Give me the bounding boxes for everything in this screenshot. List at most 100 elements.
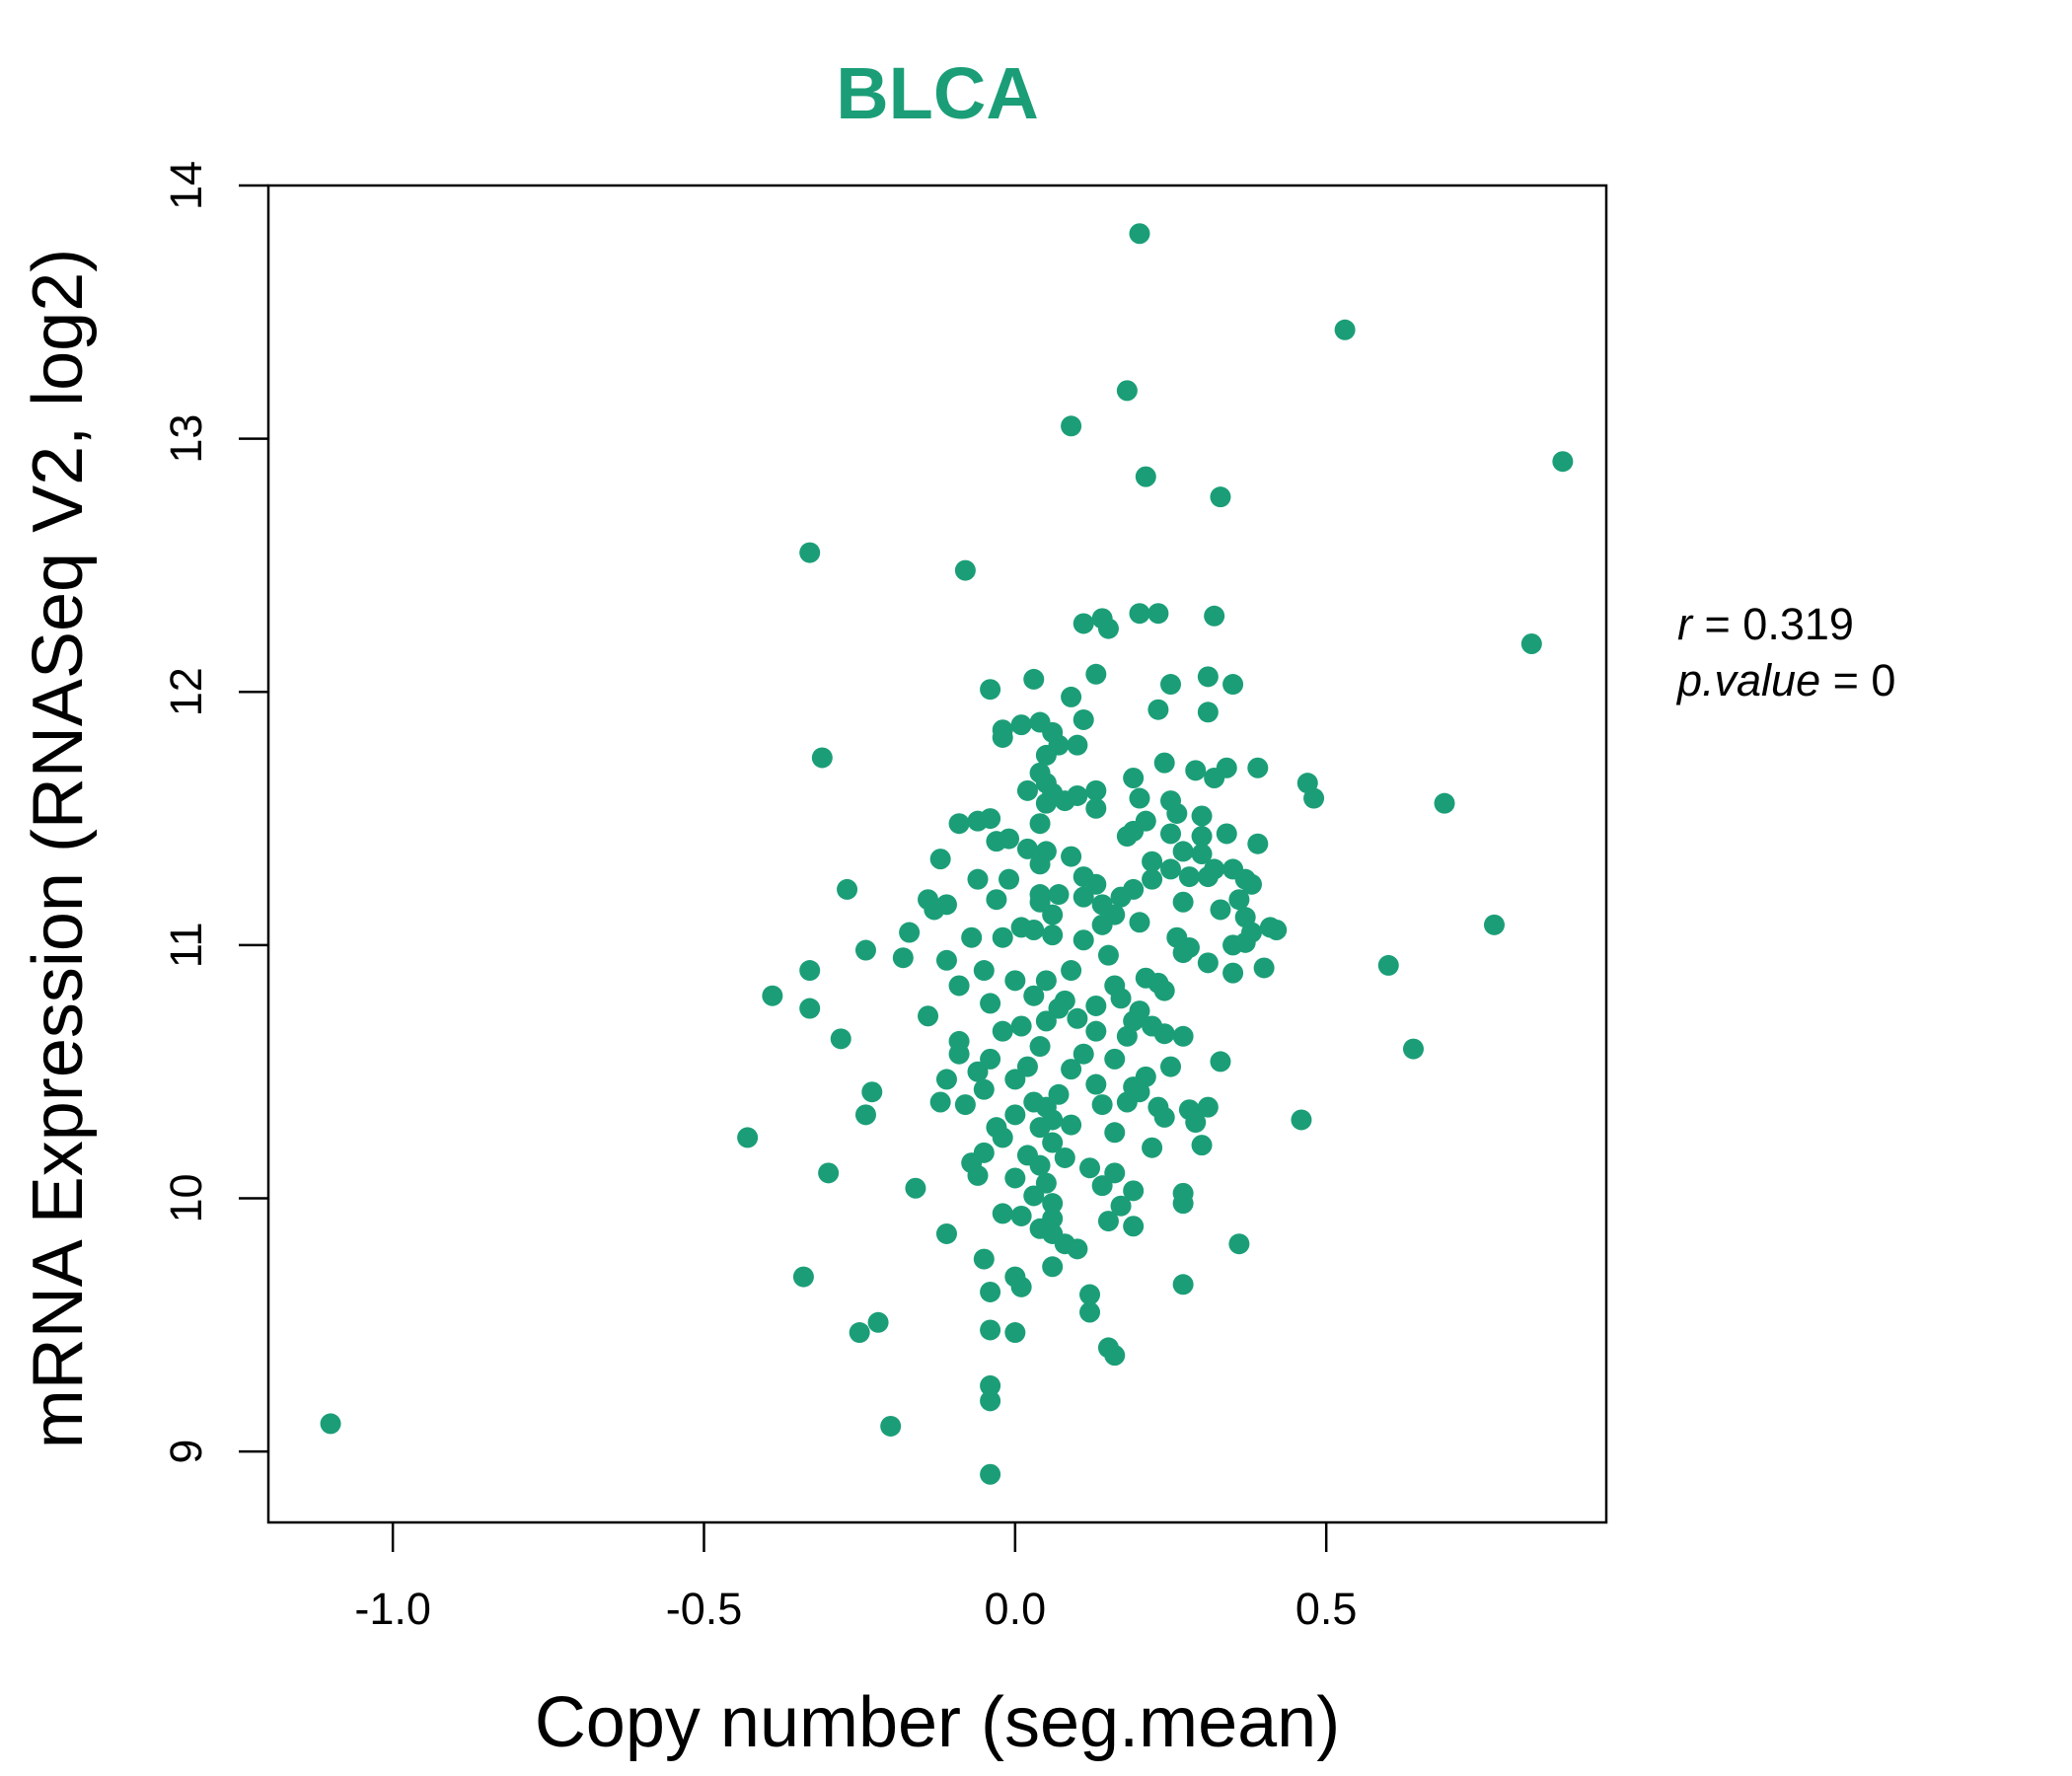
- data-point: [1185, 760, 1207, 781]
- data-point: [799, 998, 821, 1019]
- p-statistic: p.value = 0: [1675, 655, 1895, 705]
- data-point: [961, 926, 983, 948]
- data-point: [1172, 841, 1194, 862]
- data-point: [1067, 1238, 1088, 1260]
- x-tick-label: -0.5: [666, 1584, 743, 1634]
- data-point: [1061, 686, 1082, 707]
- y-tick-label: 14: [161, 161, 211, 210]
- data-point: [1191, 1135, 1213, 1156]
- data-point: [1042, 1193, 1064, 1215]
- data-point: [1129, 603, 1150, 625]
- data-point: [1035, 1172, 1057, 1194]
- chart-title: BLCA: [836, 52, 1039, 134]
- data-point: [980, 1319, 1001, 1341]
- data-point: [1191, 826, 1213, 848]
- data-point: [1023, 668, 1045, 690]
- data-point: [1010, 1205, 1032, 1226]
- data-point: [1234, 931, 1256, 953]
- data-point: [1104, 1162, 1126, 1184]
- data-point: [1029, 853, 1051, 875]
- data-point: [967, 1164, 989, 1186]
- data-point: [1172, 1274, 1194, 1295]
- data-point: [1048, 1083, 1070, 1105]
- data-point: [1110, 886, 1132, 908]
- data-point: [1135, 466, 1156, 487]
- data-point: [854, 1104, 876, 1126]
- data-point: [1172, 1025, 1194, 1047]
- data-point: [980, 993, 1001, 1014]
- data-point: [1061, 1114, 1082, 1136]
- data-point: [1334, 319, 1356, 340]
- data-point: [737, 1127, 759, 1148]
- data-point: [1104, 1345, 1126, 1367]
- data-point: [1073, 1043, 1094, 1065]
- data-point: [1210, 1051, 1231, 1073]
- data-point: [973, 1248, 995, 1270]
- y-axis-label: mRNA Expression (RNASeq V2, log2): [19, 249, 98, 1448]
- data-point: [1153, 1023, 1175, 1045]
- data-point: [1204, 605, 1225, 627]
- data-point: [830, 1028, 851, 1050]
- data-point: [973, 1078, 995, 1100]
- data-point: [980, 1390, 1001, 1412]
- data-point: [1123, 1216, 1145, 1237]
- data-point: [1061, 960, 1082, 982]
- data-point: [1520, 632, 1542, 654]
- data-point: [792, 1266, 814, 1288]
- data-point: [1160, 823, 1182, 845]
- data-point: [1291, 1109, 1312, 1131]
- data-point: [1004, 1322, 1026, 1344]
- data-point: [1222, 962, 1244, 984]
- data-point: [849, 1322, 870, 1344]
- data-point: [1042, 925, 1064, 946]
- data-point: [818, 1162, 840, 1184]
- data-point: [948, 813, 970, 835]
- data-point: [1073, 708, 1094, 730]
- data-point: [992, 1020, 1013, 1042]
- data-point: [320, 1413, 341, 1435]
- data-point: [1035, 970, 1057, 992]
- data-point: [992, 926, 1013, 948]
- data-point: [880, 1415, 902, 1437]
- data-point: [1191, 844, 1213, 864]
- data-point: [992, 1203, 1013, 1224]
- data-point: [811, 747, 833, 769]
- data-point: [980, 1463, 1001, 1485]
- data-point: [1116, 1091, 1138, 1113]
- data-point: [1110, 1195, 1132, 1217]
- data-point: [1160, 858, 1182, 880]
- data-point: [1228, 1233, 1250, 1255]
- data-point: [1483, 914, 1505, 935]
- x-tick-label: 0.0: [985, 1584, 1047, 1634]
- data-point: [1247, 757, 1269, 778]
- data-point: [1085, 663, 1107, 685]
- data-point: [899, 922, 921, 943]
- data-point: [1266, 919, 1288, 940]
- data-point: [1061, 1059, 1082, 1080]
- data-point: [1079, 1157, 1101, 1179]
- data-point: [1042, 1132, 1064, 1153]
- data-point: [1073, 613, 1094, 634]
- data-point: [1029, 813, 1051, 835]
- data-point: [980, 679, 1001, 701]
- data-point: [1097, 1211, 1119, 1232]
- data-point: [1085, 873, 1107, 895]
- data-point: [799, 960, 821, 982]
- data-point: [1210, 899, 1231, 921]
- y-tick-label: 9: [161, 1440, 211, 1464]
- data-point: [1023, 985, 1045, 1006]
- data-point: [1210, 486, 1231, 508]
- data-point: [1172, 942, 1194, 964]
- data-point: [967, 1061, 989, 1082]
- data-point: [935, 1222, 957, 1244]
- data-point: [1085, 797, 1107, 819]
- data-point: [980, 1048, 1001, 1070]
- y-tick-label: 12: [161, 667, 211, 716]
- data-point: [1147, 603, 1169, 625]
- data-point: [854, 939, 876, 961]
- data-point: [1079, 1284, 1101, 1305]
- data-point: [1191, 805, 1213, 827]
- data-point: [1067, 734, 1088, 756]
- data-point: [1116, 380, 1138, 402]
- data-point: [929, 849, 951, 870]
